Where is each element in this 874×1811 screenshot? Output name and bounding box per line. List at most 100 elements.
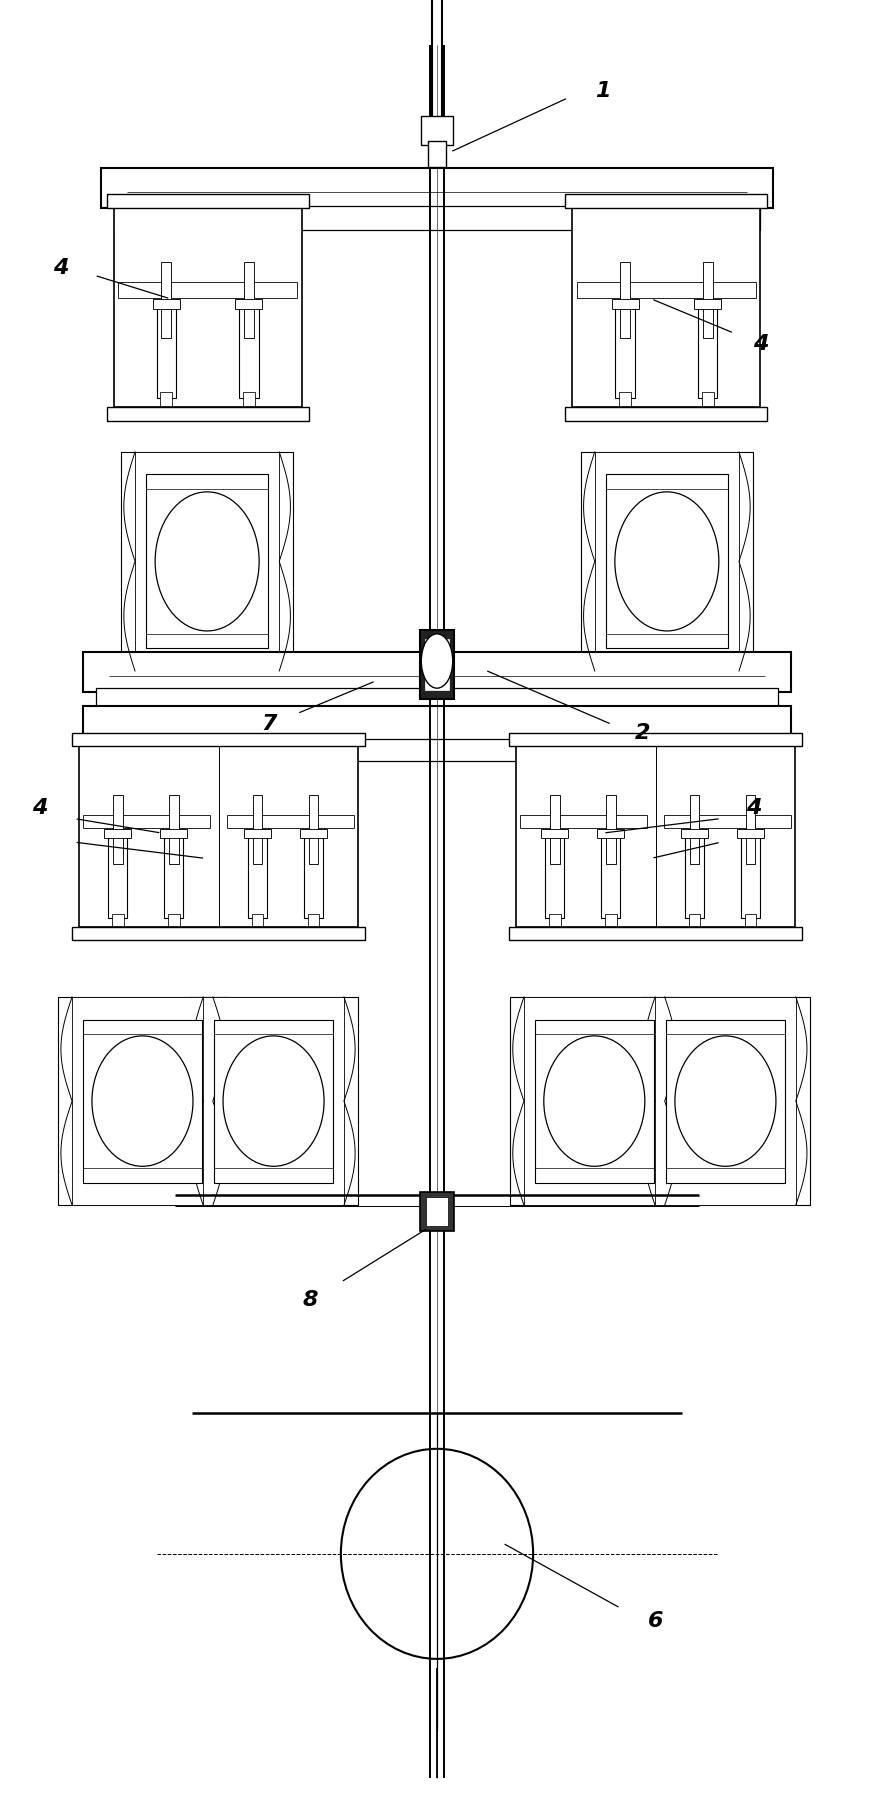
Bar xyxy=(577,283,756,297)
Bar xyxy=(114,208,302,407)
Bar xyxy=(702,393,713,406)
Bar xyxy=(605,913,616,925)
Bar xyxy=(309,795,318,864)
Bar xyxy=(509,927,802,940)
Bar xyxy=(520,815,647,828)
Bar xyxy=(524,996,665,1206)
Bar xyxy=(214,1020,333,1183)
Bar xyxy=(606,795,615,864)
Bar xyxy=(308,913,319,925)
Bar xyxy=(248,833,267,918)
Bar xyxy=(252,913,263,925)
Ellipse shape xyxy=(544,1036,645,1166)
Bar xyxy=(135,453,280,672)
Bar xyxy=(253,795,262,864)
Ellipse shape xyxy=(223,1036,324,1166)
Bar xyxy=(72,996,212,1206)
Bar xyxy=(601,833,621,918)
Bar xyxy=(641,996,809,1206)
Bar xyxy=(594,453,739,672)
Bar xyxy=(509,733,802,746)
Bar xyxy=(703,263,712,339)
Ellipse shape xyxy=(675,1036,776,1166)
Bar xyxy=(694,299,721,310)
Bar xyxy=(304,833,323,918)
Bar xyxy=(113,795,122,864)
Bar xyxy=(426,1197,448,1226)
Bar xyxy=(83,652,791,692)
Bar xyxy=(101,168,773,208)
Bar xyxy=(96,739,778,761)
Bar xyxy=(565,407,767,422)
Bar xyxy=(689,913,700,925)
Bar xyxy=(83,1020,202,1183)
Bar xyxy=(745,913,756,925)
Bar xyxy=(168,913,179,925)
Bar xyxy=(666,1020,785,1183)
Bar xyxy=(421,116,453,145)
Bar xyxy=(107,407,309,422)
Bar xyxy=(685,833,704,918)
Bar xyxy=(664,815,791,828)
Bar xyxy=(153,299,180,310)
Bar xyxy=(300,829,327,838)
Bar xyxy=(510,996,679,1206)
Bar xyxy=(741,833,760,918)
Bar xyxy=(118,283,297,297)
Bar xyxy=(203,996,343,1206)
Bar xyxy=(161,393,172,406)
Bar xyxy=(164,833,184,918)
Text: 6: 6 xyxy=(648,1610,663,1632)
Ellipse shape xyxy=(341,1449,533,1659)
Bar xyxy=(681,829,708,838)
Bar xyxy=(420,630,454,699)
Bar xyxy=(72,927,365,940)
Bar xyxy=(244,263,253,339)
Bar xyxy=(549,913,560,925)
Bar xyxy=(239,304,259,398)
Bar xyxy=(79,746,358,927)
Bar xyxy=(243,393,254,406)
Text: 8: 8 xyxy=(302,1289,318,1311)
Bar xyxy=(121,453,293,672)
Bar xyxy=(606,474,728,648)
Bar xyxy=(244,829,271,838)
Bar xyxy=(737,829,764,838)
Bar xyxy=(114,206,760,230)
Bar xyxy=(550,795,559,864)
Bar xyxy=(169,795,178,864)
Bar xyxy=(428,141,446,167)
Text: 1: 1 xyxy=(595,80,611,101)
Bar xyxy=(189,996,358,1206)
Ellipse shape xyxy=(92,1036,193,1166)
Bar xyxy=(425,639,449,690)
Ellipse shape xyxy=(155,493,259,630)
Bar xyxy=(420,1192,454,1231)
Bar xyxy=(146,474,268,648)
Bar xyxy=(620,393,631,406)
Bar xyxy=(58,996,227,1206)
Bar xyxy=(535,1020,654,1183)
Bar xyxy=(72,733,365,746)
Bar xyxy=(96,688,778,710)
Bar xyxy=(107,194,309,208)
Bar xyxy=(83,706,791,743)
Text: 4: 4 xyxy=(53,257,69,279)
Bar xyxy=(160,829,187,838)
Bar xyxy=(541,829,568,838)
Text: 4: 4 xyxy=(746,797,761,819)
Text: 2: 2 xyxy=(635,723,650,744)
Text: 4: 4 xyxy=(31,797,47,819)
Ellipse shape xyxy=(614,493,718,630)
Bar xyxy=(615,304,635,398)
Bar xyxy=(83,815,210,828)
Text: 4: 4 xyxy=(753,333,768,355)
Bar xyxy=(746,795,755,864)
Bar xyxy=(690,795,699,864)
Bar xyxy=(621,263,630,339)
Bar xyxy=(612,299,639,310)
Bar xyxy=(108,833,128,918)
Bar xyxy=(572,208,760,407)
Bar xyxy=(227,815,354,828)
Bar xyxy=(597,829,624,838)
